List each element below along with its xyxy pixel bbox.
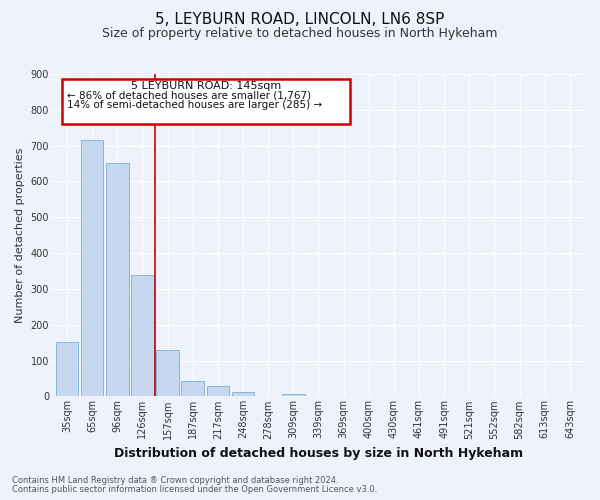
Bar (106, 163, 128, 396)
Text: ← 86% of detached houses are smaller (1,767): ← 86% of detached houses are smaller (1,… (67, 91, 311, 101)
Text: 5 LEYBURN ROAD: 145sqm: 5 LEYBURN ROAD: 145sqm (131, 81, 281, 91)
Bar (181, 382, 204, 396)
Bar (156, 350, 179, 397)
Bar (232, 392, 254, 396)
Bar (282, 394, 305, 396)
Y-axis label: Number of detached properties: Number of detached properties (15, 148, 25, 323)
Text: 5, LEYBURN ROAD, LINCOLN, LN6 8SP: 5, LEYBURN ROAD, LINCOLN, LN6 8SP (155, 12, 445, 28)
Bar (206, 386, 229, 396)
Text: 14% of semi-detached houses are larger (285) →: 14% of semi-detached houses are larger (… (67, 100, 322, 110)
X-axis label: Distribution of detached houses by size in North Hykeham: Distribution of detached houses by size … (114, 447, 523, 460)
Text: Contains HM Land Registry data ® Crown copyright and database right 2024.: Contains HM Land Registry data ® Crown c… (12, 476, 338, 485)
Bar (81, 140, 103, 396)
Bar (131, 274, 154, 396)
Bar (56, 342, 78, 396)
Text: Contains public sector information licensed under the Open Government Licence v3: Contains public sector information licen… (12, 484, 377, 494)
Text: Size of property relative to detached houses in North Hykeham: Size of property relative to detached ho… (102, 28, 498, 40)
